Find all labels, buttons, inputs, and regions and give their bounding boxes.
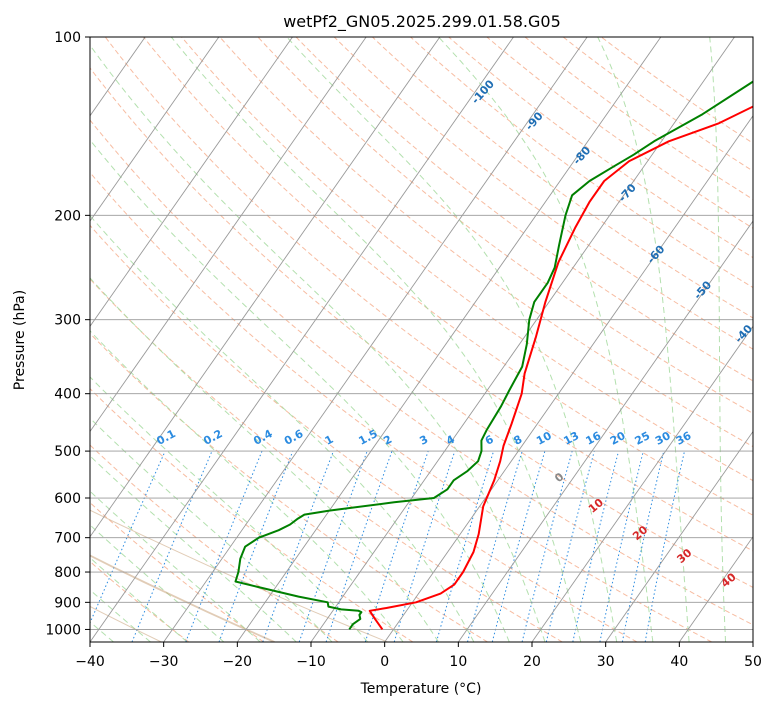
y-tick-label: 500	[54, 444, 81, 460]
mixing-ratio-line	[491, 450, 546, 642]
mixing-ratio-label: 30	[653, 429, 673, 448]
isotherm	[531, 325, 753, 642]
moist-adiabat	[438, 37, 654, 642]
dry-adiabat	[90, 119, 753, 626]
dry-adiabat	[90, 501, 264, 642]
dry-adiabat	[90, 224, 638, 642]
y-tick-label: 800	[54, 565, 81, 581]
plot-frame	[89, 36, 754, 643]
mixing-ratio-line	[644, 450, 685, 642]
mixing-ratio-line	[131, 450, 213, 642]
dry-adiabat	[448, 37, 753, 259]
isotherm	[163, 37, 588, 642]
x-tick-label: 30	[597, 654, 615, 670]
mixing-ratio-label: 36	[674, 429, 694, 448]
x-tick-label: −30	[149, 654, 179, 670]
x-tick-label: 20	[523, 654, 541, 670]
mixing-ratio-line	[621, 450, 665, 642]
mixing-ratio-line	[393, 450, 456, 642]
x-tick-label: −10	[296, 654, 326, 670]
moist-adiabat	[90, 376, 369, 642]
dry-adiabat	[90, 278, 563, 642]
moist-adiabat	[90, 330, 404, 642]
y-tick-label: 900	[54, 595, 81, 611]
dry-adiabat	[90, 171, 712, 642]
isotherm	[90, 37, 220, 222]
y-tick-label: 700	[54, 531, 81, 547]
y-axis-title: Pressure (hPa)	[12, 290, 28, 390]
x-axis-title: Temperature (°C)	[360, 681, 482, 697]
x-tick-label: 10	[449, 654, 467, 670]
y-tick-label: 600	[54, 491, 81, 507]
mixing-ratio-label: 16	[584, 429, 604, 448]
moist-adiabat	[90, 589, 151, 642]
dry-adiabat	[104, 37, 753, 552]
reference-curve	[90, 509, 388, 642]
y-axis-ticks: 1000 900 800 700 600 500 400 300 200 100	[45, 30, 90, 638]
isotherm	[457, 220, 753, 642]
dry-adiabat	[372, 37, 753, 319]
mixing-ratio-line	[325, 450, 393, 642]
mixing-ratio-label: 25	[633, 429, 653, 448]
isotherm	[384, 115, 753, 642]
dry-adiabat	[143, 37, 753, 516]
moist-adiabat	[597, 37, 690, 642]
x-tick-label: 40	[670, 654, 688, 670]
mixing-ratio-line	[572, 450, 620, 642]
chart-title: wetPf2_GN05.2025.299.01.58.G05	[283, 12, 561, 32]
moist-adiabat	[90, 214, 475, 642]
dry-adiabat	[90, 67, 753, 588]
moist-adiabat	[90, 524, 225, 642]
y-tick-label: 200	[54, 208, 81, 224]
moist-adiabat	[90, 490, 261, 642]
moist-adiabat	[90, 455, 297, 642]
sounding-profiles	[234, 80, 753, 630]
dry-adiabat	[562, 37, 753, 172]
isotherm	[605, 430, 753, 642]
isotherm	[90, 37, 441, 538]
mixing-ratio-line	[467, 450, 523, 642]
mixing-ratio-label: 20	[608, 429, 628, 448]
y-tick-label: 100	[54, 30, 81, 46]
dewpoint-profile	[234, 80, 753, 630]
grid-lines	[90, 37, 753, 642]
isotherm	[678, 535, 753, 642]
mixing-ratio-line	[435, 450, 495, 642]
x-tick-label: −40	[75, 654, 105, 670]
mixing-ratio-line	[599, 450, 644, 642]
y-tick-label: 300	[54, 313, 81, 329]
mixing-ratio-line	[521, 450, 573, 642]
dry-adiabat	[295, 37, 753, 382]
isotherm	[236, 37, 662, 642]
mixing-ratio-line	[298, 450, 368, 642]
isotherm	[90, 37, 293, 328]
dry-adiabat	[90, 444, 339, 642]
moist-adiabat	[286, 37, 618, 642]
moist-adiabat	[90, 44, 546, 642]
x-tick-label: −20	[223, 654, 253, 670]
isotherm	[90, 37, 367, 433]
moist-adiabat	[90, 556, 188, 642]
moist-adiabat	[709, 37, 727, 642]
dry-adiabat	[219, 37, 753, 448]
mixing-ratio-label: 13	[562, 429, 582, 448]
isotherm	[310, 37, 735, 642]
dry-adiabat	[333, 37, 753, 350]
temperature-profile	[368, 105, 753, 630]
x-tick-label: 0	[380, 654, 389, 670]
dry-adiabat	[90, 332, 488, 642]
x-axis-ticks: −40 −30 −20 −10 0 10 20 30 40 50	[75, 642, 762, 670]
y-tick-label: 400	[54, 387, 81, 403]
y-tick-label: 1000	[45, 622, 81, 638]
x-tick-label: 50	[744, 654, 762, 670]
isotherm	[90, 37, 514, 642]
mixing-ratio-label: 10	[534, 429, 554, 448]
moist-adiabat	[90, 277, 439, 642]
background-lines	[90, 37, 753, 642]
